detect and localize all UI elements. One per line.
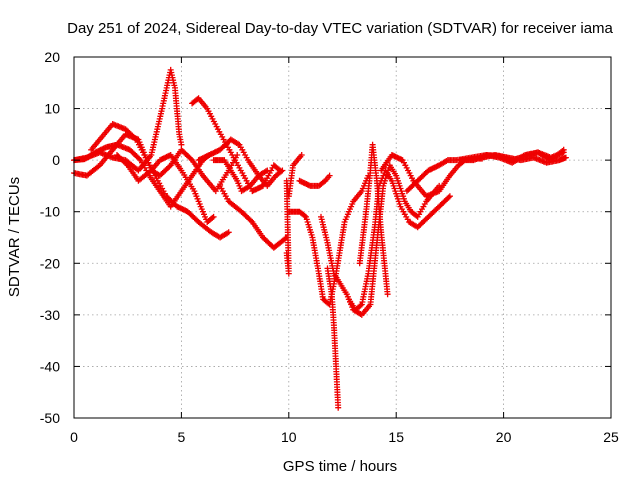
x-tick-label: 15 bbox=[388, 429, 404, 445]
y-axis-title: SDTVAR / TECUs bbox=[6, 177, 23, 297]
data-marks bbox=[71, 66, 569, 411]
series-track-16 bbox=[356, 141, 391, 298]
y-tick-label: 10 bbox=[44, 101, 60, 117]
series-track-13 bbox=[324, 265, 342, 411]
y-tick-label: -30 bbox=[40, 307, 60, 323]
series-track-6 bbox=[189, 95, 284, 195]
y-tick-label: -20 bbox=[40, 255, 60, 271]
x-tick-label: 5 bbox=[178, 429, 186, 445]
y-tick-label: 0 bbox=[52, 152, 60, 168]
x-axis-title: GPS time / hours bbox=[283, 458, 397, 475]
series-track-20 bbox=[479, 152, 569, 166]
y-tick-label: -10 bbox=[40, 204, 60, 220]
tick-labels: 0 5 10 15 20 25 -50 -40 -30 -20 -10 0 10 20 bbox=[40, 49, 619, 445]
series-track-9 bbox=[217, 182, 290, 251]
x-tick-label: 0 bbox=[70, 429, 78, 445]
series-track-12 bbox=[296, 172, 333, 189]
x-tick-label: 10 bbox=[281, 429, 297, 445]
y-tick-label: 20 bbox=[44, 49, 60, 65]
axis-ticks bbox=[73, 56, 612, 419]
y-tick-label: -50 bbox=[40, 410, 60, 426]
y-tick-label: -40 bbox=[40, 358, 60, 374]
series-track-10 bbox=[283, 152, 305, 277]
chart-title: Day 251 of 2024, Sidereal Day-to-day VTE… bbox=[67, 20, 613, 37]
series-track-5 bbox=[114, 152, 217, 225]
x-tick-label: 25 bbox=[603, 429, 619, 445]
plot-frame bbox=[73, 56, 612, 419]
x-tick-label: 20 bbox=[496, 429, 512, 445]
series-track-7 bbox=[195, 136, 286, 189]
series-track-8 bbox=[210, 157, 271, 195]
